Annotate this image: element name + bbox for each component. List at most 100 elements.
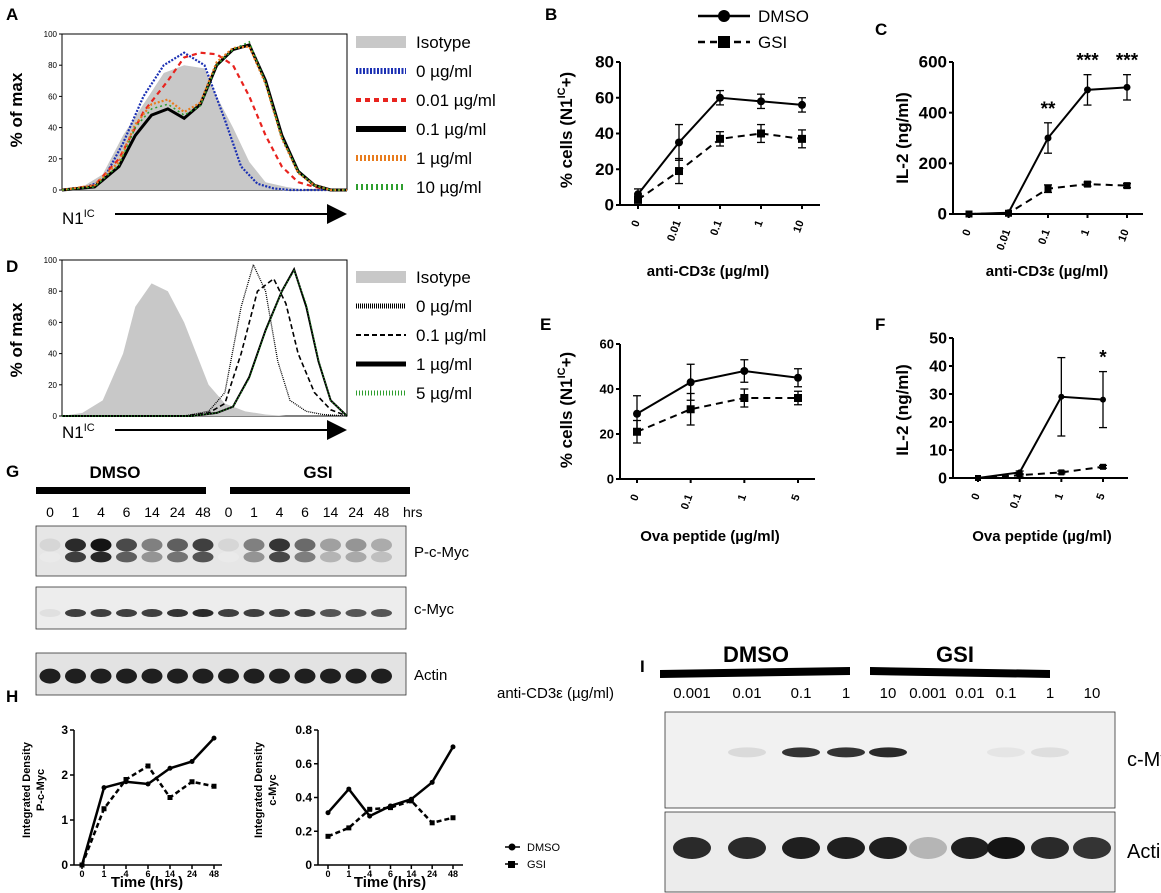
y-tick-label: 60 [48,318,57,327]
y-tick-label: 40 [48,350,57,359]
lane-label: 6 [301,504,309,520]
hist-series-4 [62,269,348,417]
blot-band [782,837,820,859]
data-point-dmso [740,367,749,375]
blot-band [218,668,239,684]
significance-mark: *** [1116,51,1139,72]
x-tick-label: 4 [367,869,372,879]
data-point-dmso [633,409,641,418]
lane-label: 24 [348,504,364,520]
blot-i-group2-label: GSI [936,642,974,667]
x-tick-label: 0.1 [1008,492,1025,510]
y-tick-label: 40 [595,124,614,143]
data-point-gsi [211,783,217,789]
data-point-gsi [757,129,765,138]
y-tick-label: 3 [61,723,68,737]
blot-band [65,551,86,563]
data-point-dmso [101,785,107,791]
legend-swatch [356,271,406,283]
data-point-dmso [757,97,765,106]
blot-band [167,609,188,618]
blot-band [90,551,112,563]
y-tick-label: 40 [929,358,947,375]
panel-a-legend: Isotype 0 µg/ml 0.01 µg/ml 0.1 µg/ml 1 µg/ml… [356,33,496,197]
blot-band [218,538,239,552]
x-tick-label: 0 [960,228,973,238]
panel-a-xlabel-main: N1 [62,209,84,228]
data-point-dmso [367,813,373,819]
blot-band [39,551,61,563]
data-point-gsi [123,777,129,782]
series-line-dmso [977,395,1104,479]
data-point-dmso [145,781,151,787]
x-tick-label: 48 [448,869,458,879]
panel-e-ylabel-sup: IC [556,367,568,378]
lane-label: 0.01 [732,685,761,702]
data-point-gsi [408,798,414,804]
blot-i-group1-label: DMSO [723,642,789,667]
panel-f-plot: 0 10 20 30 40 50 0 0.1 1 5 * [929,330,1128,510]
data-point-gsi [675,167,683,176]
blot-i-rows: c-Myc Actin [664,711,1161,893]
blot-band [869,837,907,859]
y-tick-label: 80 [48,287,57,296]
significance-mark: * [1099,348,1107,369]
x-tick-label: 5 [1094,492,1107,502]
hist-series-0 [62,65,347,190]
series-line-dmso [636,369,799,415]
x-tick-label: 0 [628,493,641,503]
blot-membrane-cmyc [664,711,1116,809]
panel-f-xlabel: Ova peptide (µg/ml) [972,528,1112,545]
x-tick-label: 0.1 [1036,228,1053,246]
blot-band [192,551,214,563]
data-point-gsi [325,833,331,839]
blot-band [141,609,163,618]
blot-band [951,837,989,859]
y-tick-label: 20 [48,155,57,164]
y-tick-label: 600 [919,53,947,72]
blot-band [116,551,137,563]
blot-g-group1-bar [36,487,206,494]
blot-membrane-cmyc [35,586,407,630]
panel-letter-e: E [540,315,551,334]
blot-band [39,538,61,552]
blot-band [827,747,865,758]
blot-band [371,551,392,563]
blot-band [345,538,367,552]
data-point-dmso [450,744,456,750]
data-point-gsi [101,806,107,812]
blot-row-label: c-Myc [1127,749,1161,771]
legend-label: 10 µg/ml [416,178,482,197]
panel-d-legend: Isotype 0 µg/ml 0.1 µg/ml 1 µg/ml 5 µg/ml [356,268,486,403]
lane-label: 48 [374,504,390,520]
lane-label: 10 [880,685,897,702]
blot-band [218,609,239,618]
blot-band [269,538,290,552]
blot-row-label: Actin [1127,841,1161,863]
blot-band [294,551,316,563]
panel-e-ylabel: % cells (N1IC+) [556,352,576,468]
y-tick-label: 100 [44,256,58,265]
y-tick-label: 10 [929,442,947,459]
blot-band [65,668,86,684]
blot-band [39,668,61,684]
y-tick-label: 80 [48,61,57,70]
y-tick-label: 40 [600,381,614,396]
lane-label: 0.001 [909,685,947,702]
data-point-gsi [634,195,642,204]
x-tick-label: 14 [165,869,175,879]
legend-label: 0.1 µg/ml [416,326,486,345]
panel-letter-c: C [875,20,887,39]
blot-band [909,837,947,859]
panel-e-ylabel-main: % cells (N1 [557,378,576,468]
data-point-gsi [367,806,373,812]
data-point-gsi [145,763,151,769]
x-tick-label: 0.01 [995,228,1014,252]
panel-b-plot: 0 20 40 60 80 0 0.01 0.1 1 10 [595,53,820,243]
data-point-gsi [1058,469,1065,476]
y-tick-label: 0 [605,196,614,215]
panel-letter-b: B [545,5,557,24]
data-point-gsi [716,134,724,143]
x-tick-label: 24 [187,869,197,879]
